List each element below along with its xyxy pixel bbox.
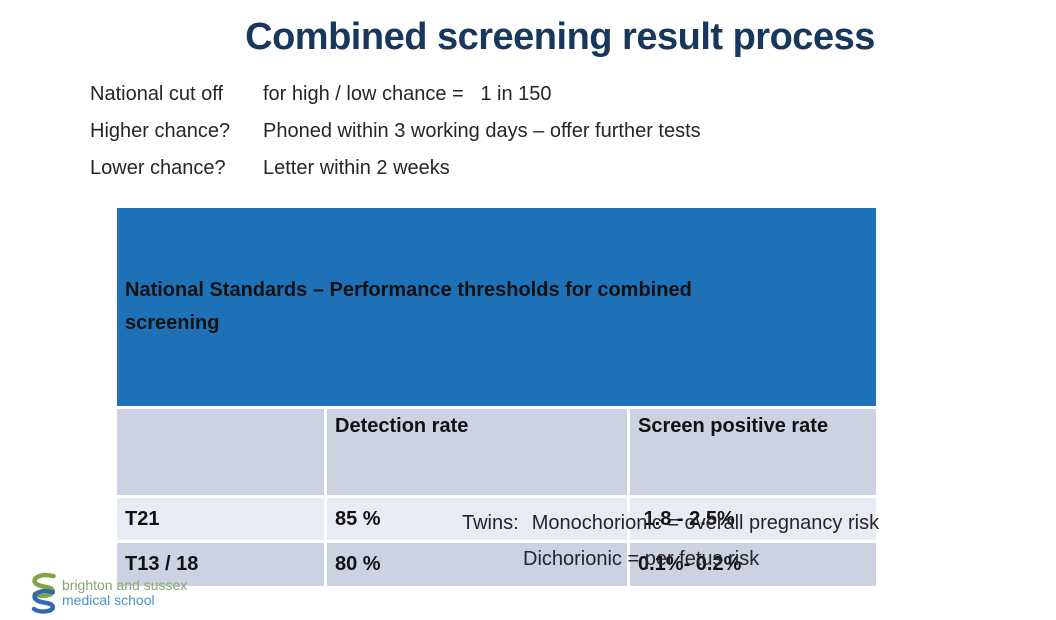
info-line-national-cutoff: National cut off for high / low chance =… [90, 76, 910, 113]
table-header-text: National Standards – Performance thresho… [125, 279, 698, 334]
column-header-detection-rate: Detection rate [324, 406, 630, 498]
column-header-empty [114, 406, 327, 498]
info-text: Letter within 2 weeks [263, 157, 450, 179]
twins-monochorionic-text: Monochorionic = overall pregnancy risk [531, 512, 880, 534]
info-label: Higher chance? [90, 120, 231, 142]
twins-label: Twins: [462, 512, 519, 534]
detection-rate-value: 80 % [324, 540, 630, 589]
detection-rate-value: 85 % [324, 495, 630, 543]
table-column-header-row: Detection rate Screen positive rate [114, 406, 880, 498]
info-line-lower-chance: Lower chance? Letter within 2 weeks [90, 150, 910, 187]
screen-positive-rate-value: 0.1%- 0.2% [626, 540, 880, 589]
table-header-row: National Standards – Performance thresho… [113, 205, 880, 409]
screen-positive-rate-value: 1.8 - 2.5% [626, 495, 880, 543]
info-lines: National cut off for high / low chance =… [90, 76, 910, 187]
logo-line-brighton-and-sussex: brighton and sussex [62, 577, 188, 593]
logo-text: brighton and sussex medical school [62, 578, 187, 608]
table-header-cell: National Standards – Performance thresho… [113, 205, 880, 409]
row-label: T13 / 18 [114, 540, 327, 589]
row-label: T21 [114, 495, 327, 543]
twins-dichorionic-text: Dichorionic = per fetus risk [523, 548, 760, 570]
info-label: Lower chance? [90, 157, 226, 179]
national-standards-table: National Standards – Performance thresho… [113, 205, 880, 589]
column-header-screen-positive-rate: Screen positive rate [626, 406, 880, 498]
info-line-higher-chance: Higher chance? Phoned within 3 working d… [90, 113, 910, 150]
info-text: Phoned within 3 working days – offer fur… [263, 120, 701, 142]
logo-line-medical-school: medical school [62, 592, 155, 608]
table-row-t13-18: T13 / 18 80 % 0.1%- 0.2% [114, 540, 880, 589]
info-text: for high / low chance = 1 in 150 [263, 83, 552, 105]
page-title: Combined screening result process [245, 16, 875, 58]
bsms-logo: brighton and sussex medical school [26, 571, 187, 615]
info-label: National cut off [90, 83, 224, 105]
table-row-t21: T21 85 % 1.8 - 2.5% [114, 495, 880, 543]
dna-helix-icon [31, 573, 56, 614]
twins-note-line1: Twins: Monochorionic = overall pregnancy… [462, 505, 879, 541]
